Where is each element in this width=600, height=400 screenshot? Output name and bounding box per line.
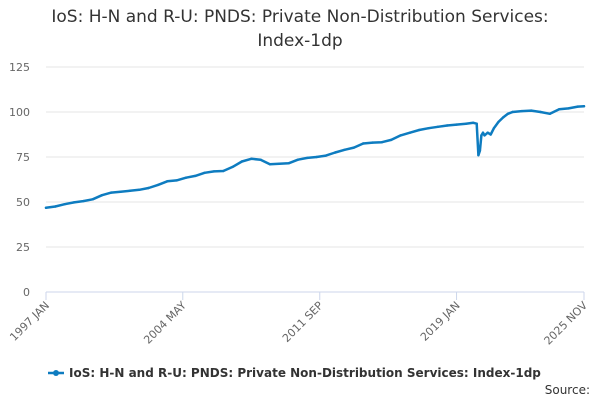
data-point[interactable] bbox=[259, 158, 262, 161]
data-point[interactable] bbox=[530, 109, 533, 112]
x-tick-label: 2011 SEP bbox=[280, 299, 326, 345]
data-point[interactable] bbox=[371, 141, 374, 144]
data-point[interactable] bbox=[156, 183, 160, 187]
data-point[interactable] bbox=[408, 131, 412, 134]
data-point[interactable] bbox=[54, 205, 57, 208]
data-point[interactable] bbox=[539, 110, 542, 114]
chart-title-line-2: Index-1dp bbox=[257, 31, 342, 51]
data-point[interactable] bbox=[506, 112, 510, 116]
data-point[interactable] bbox=[63, 203, 66, 206]
data-point[interactable] bbox=[231, 165, 234, 169]
data-point[interactable] bbox=[464, 122, 468, 125]
data-point[interactable] bbox=[306, 156, 309, 160]
data-point[interactable] bbox=[44, 206, 48, 209]
data-point[interactable] bbox=[278, 162, 281, 165]
data-point[interactable] bbox=[427, 127, 430, 130]
data-point[interactable] bbox=[502, 116, 505, 119]
source-label[interactable]: Source: bbox=[545, 383, 590, 397]
data-point[interactable] bbox=[110, 191, 113, 194]
data-point[interactable] bbox=[184, 176, 188, 179]
data-point[interactable] bbox=[486, 131, 489, 134]
y-tick-label: 50 bbox=[16, 196, 30, 209]
data-point[interactable] bbox=[100, 194, 104, 197]
data-point[interactable] bbox=[446, 124, 449, 127]
data-point[interactable] bbox=[250, 157, 253, 160]
data-point[interactable] bbox=[455, 123, 458, 126]
data-point[interactable] bbox=[497, 120, 500, 124]
data-point[interactable] bbox=[72, 201, 76, 204]
chart-title-line-1: IoS: H-N and R-U: PNDS: Private Non-Dist… bbox=[51, 7, 548, 27]
y-axis-tick-labels: 0 25 50 75 100 125 bbox=[9, 61, 30, 299]
y-tick-label: 100 bbox=[9, 106, 30, 119]
series-line[interactable] bbox=[44, 104, 586, 210]
x-tick-label: 2004 MAY bbox=[141, 299, 189, 347]
data-point[interactable] bbox=[483, 134, 486, 137]
data-point[interactable] bbox=[324, 154, 328, 157]
data-point[interactable] bbox=[480, 134, 483, 137]
data-point[interactable] bbox=[582, 105, 586, 108]
data-point[interactable] bbox=[315, 155, 318, 159]
data-point[interactable] bbox=[380, 141, 384, 144]
data-point[interactable] bbox=[287, 162, 290, 165]
data-point[interactable] bbox=[472, 121, 475, 125]
series-group bbox=[44, 104, 586, 210]
data-point[interactable] bbox=[268, 163, 272, 166]
data-point[interactable] bbox=[175, 179, 178, 182]
data-point[interactable] bbox=[119, 190, 122, 193]
x-tick-label: 2025 NOV bbox=[542, 299, 591, 348]
data-point[interactable] bbox=[390, 138, 393, 142]
data-point[interactable] bbox=[478, 149, 482, 152]
data-point[interactable] bbox=[548, 112, 552, 116]
data-point[interactable] bbox=[511, 110, 514, 114]
data-point[interactable] bbox=[520, 109, 524, 113]
data-point[interactable] bbox=[352, 146, 356, 149]
data-point[interactable] bbox=[436, 125, 440, 128]
y-tick-label: 25 bbox=[16, 241, 30, 254]
data-point[interactable] bbox=[147, 186, 150, 190]
data-point[interactable] bbox=[489, 133, 492, 136]
data-point[interactable] bbox=[492, 127, 496, 130]
data-point[interactable] bbox=[240, 160, 244, 163]
data-point[interactable] bbox=[296, 158, 300, 161]
data-point[interactable] bbox=[203, 171, 206, 174]
x-axis-ticks: 1997 JAN 2004 MAY 2011 SEP 2019 JAN 2025 NOV bbox=[7, 292, 590, 348]
legend-label: IoS: H-N and R-U: PNDS: Private Non-Dist… bbox=[69, 366, 541, 380]
data-point[interactable] bbox=[166, 180, 169, 183]
data-point[interactable] bbox=[128, 189, 132, 192]
data-point[interactable] bbox=[194, 174, 197, 178]
data-point[interactable] bbox=[212, 170, 216, 173]
data-point[interactable] bbox=[477, 154, 480, 157]
data-point[interactable] bbox=[567, 107, 570, 110]
x-tick-label: 1997 JAN bbox=[7, 299, 52, 344]
data-point[interactable] bbox=[481, 131, 485, 134]
data-point[interactable] bbox=[138, 188, 141, 191]
data-point[interactable] bbox=[576, 105, 579, 108]
y-tick-label: 75 bbox=[16, 151, 30, 164]
y-tick-label: 125 bbox=[9, 61, 30, 74]
data-point[interactable] bbox=[418, 128, 421, 132]
data-point[interactable] bbox=[222, 169, 225, 173]
data-point[interactable] bbox=[91, 198, 94, 201]
x-tick-label: 2019 JAN bbox=[418, 299, 463, 344]
data-point[interactable] bbox=[334, 151, 337, 154]
legend[interactable]: IoS: H-N and R-U: PNDS: Private Non-Dist… bbox=[48, 366, 541, 380]
y-tick-label: 0 bbox=[23, 286, 30, 299]
data-point[interactable] bbox=[362, 142, 365, 145]
data-point[interactable] bbox=[475, 122, 478, 125]
legend-marker-icon bbox=[53, 370, 59, 376]
data-point[interactable] bbox=[343, 148, 346, 151]
data-point[interactable] bbox=[399, 134, 402, 137]
data-point[interactable] bbox=[82, 199, 85, 203]
data-point[interactable] bbox=[558, 108, 561, 111]
